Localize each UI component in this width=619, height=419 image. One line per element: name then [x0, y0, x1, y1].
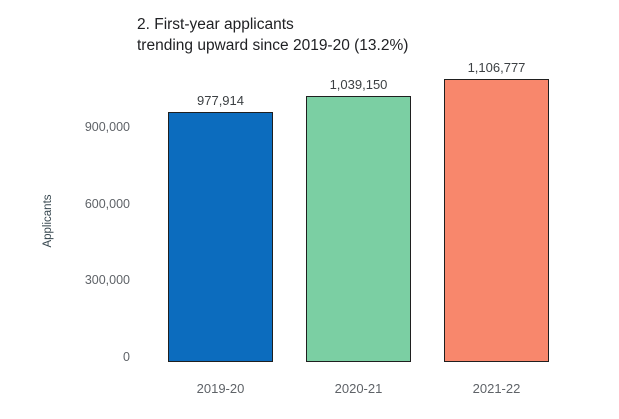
y-tick-label: 0: [123, 350, 130, 364]
x-tick-label: 2020-21: [334, 381, 383, 396]
y-tick-label: 300,000: [84, 273, 130, 288]
y-tick-label: 600,000: [84, 196, 130, 211]
bar-2021-22: [444, 79, 549, 362]
bar-2020-21: [306, 96, 411, 362]
bar-value-label: 1,039,150: [329, 77, 388, 92]
bar-2019-20: [168, 112, 273, 362]
x-tick-label: 2019-20: [196, 381, 245, 396]
bar-value-label: 977,914: [197, 93, 244, 108]
y-tick-label: 900,000: [84, 119, 130, 134]
bar-value-label: 1,106,777: [467, 60, 526, 75]
x-tick-label: 2021-22: [472, 381, 521, 396]
chart-title: 2. First-year applicants trending upward…: [137, 16, 409, 54]
